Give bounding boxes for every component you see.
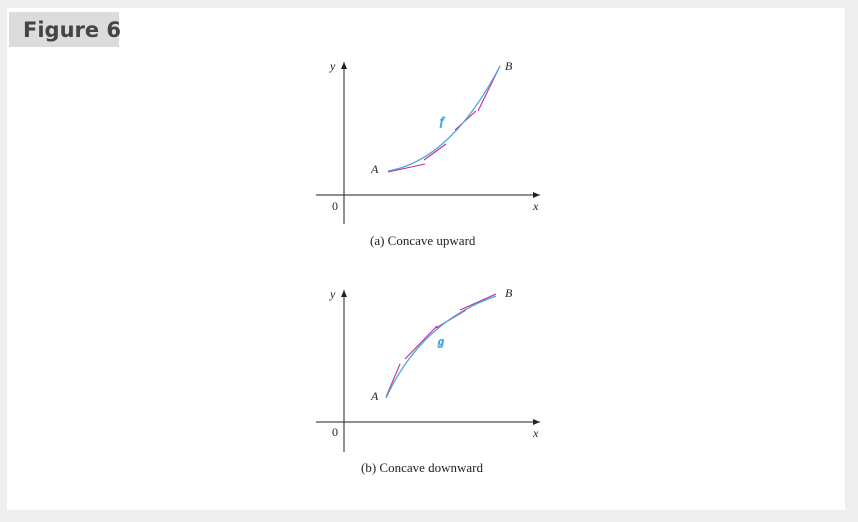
panel-a-point-a-label: A — [370, 162, 379, 176]
panel-b-tangent-1 — [385, 363, 401, 398]
figure-frame — [7, 8, 845, 510]
panel-a-tangent-1 — [387, 163, 426, 173]
panel-a-tangent-2 — [423, 143, 447, 161]
panel-a-origin-label: 0 — [332, 199, 338, 213]
panel-a-curve-f — [387, 65, 501, 172]
panel-b-tangent-4 — [459, 293, 497, 311]
panel-b-curve-label: g — [438, 334, 444, 348]
panel-a-x-label: x — [532, 199, 539, 213]
panel-b-point-b-label: B — [505, 286, 513, 300]
panel-b-tangent-2 — [404, 325, 438, 360]
figure-label: Figure 6 — [23, 18, 122, 42]
panel-a-curve-label: f — [440, 114, 445, 128]
panel-a-y-label: y — [329, 59, 336, 73]
panel-a-caption: (a) Concave upward — [370, 233, 476, 248]
panel-b: y 0 x A B g (b) Concave downward — [316, 286, 540, 475]
panel-b-x-label: x — [532, 426, 539, 440]
panel-b-curve-g — [385, 295, 497, 399]
panel-a: y 0 x A B f (a) Concave upward — [316, 59, 540, 248]
figure-tab — [9, 12, 119, 47]
panel-b-point-a-label: A — [370, 389, 379, 403]
panel-a-point-b-label: B — [505, 59, 513, 73]
panel-b-y-label: y — [329, 287, 336, 301]
panel-b-origin-label: 0 — [332, 425, 338, 439]
panel-b-caption: (b) Concave downward — [361, 460, 484, 475]
